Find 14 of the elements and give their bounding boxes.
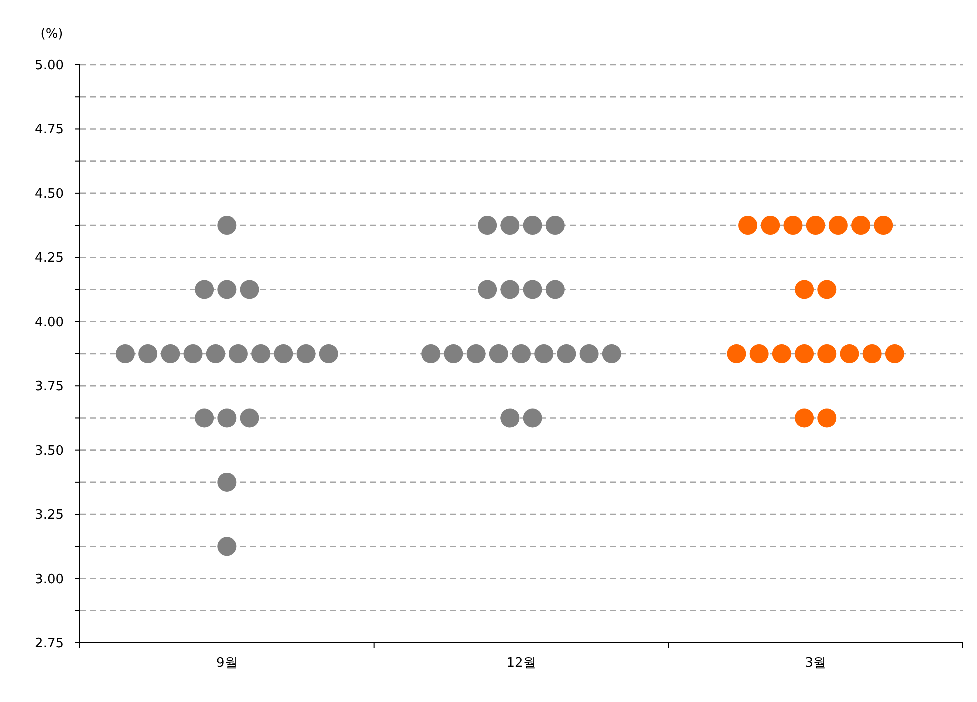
y-tick-label: 2.75 [35,636,64,652]
x-tick-label: 3월 [805,656,826,671]
x-tick-label: 12월 [506,656,536,671]
y-tick-label: 3.25 [35,508,64,524]
y-tick-label: 3.75 [35,380,64,395]
x-tick-label: 9월 [216,656,238,671]
y-tick-label: 4.75 [35,122,64,138]
y-tick-label: 4.25 [35,251,64,266]
y-tick-label: 3.00 [35,572,64,588]
y-axis-title: (%) [40,27,64,42]
y-tick-label: 5.00 [35,58,64,74]
y-tick-label: 4.00 [35,315,64,330]
y-tick-label: 3.50 [35,444,64,459]
y-tick-label: 4.50 [35,186,64,202]
